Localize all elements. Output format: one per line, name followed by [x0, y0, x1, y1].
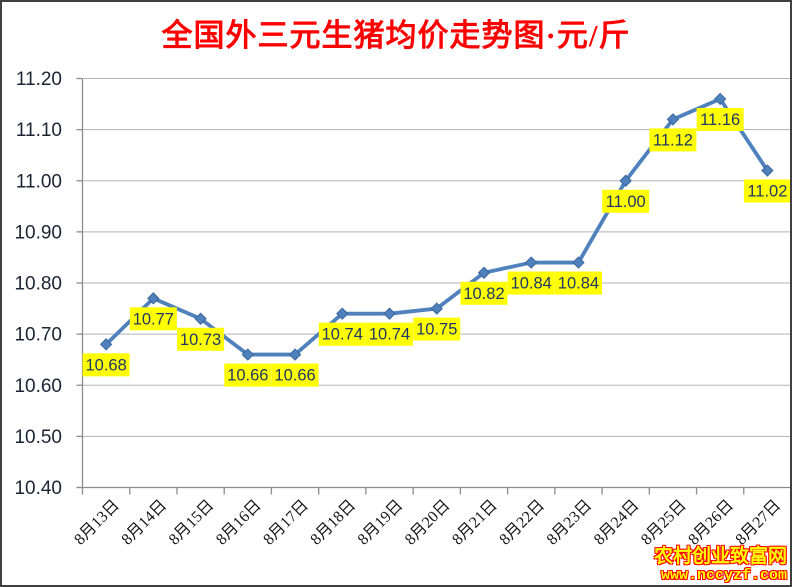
data-point-marker	[619, 174, 632, 187]
data-point-marker	[572, 256, 585, 269]
data-label: 10.75	[416, 321, 457, 339]
data-point-marker	[336, 307, 349, 320]
x-axis-label: 8月27日	[733, 497, 785, 549]
data-point-marker	[241, 348, 255, 361]
y-axis-label: 11.20	[16, 69, 62, 90]
chart-title: 全国外三元生猪均价走势图·元/斤	[161, 18, 631, 53]
data-label: 11.12	[653, 131, 693, 149]
data-label-box	[743, 179, 790, 203]
data-point-marker	[99, 338, 113, 351]
x-axis-label: 8月17日	[260, 497, 312, 549]
data-point-marker	[666, 113, 680, 126]
data-label: 10.66	[227, 367, 268, 385]
data-label: 10.74	[322, 326, 363, 344]
data-label: 10.73	[180, 331, 221, 349]
data-label-box	[271, 363, 319, 387]
data-label-box	[413, 317, 461, 341]
y-axis-label: 10.50	[14, 427, 62, 448]
data-label: 10.66	[274, 367, 315, 385]
data-label-box	[460, 281, 508, 305]
data-label-box	[507, 271, 555, 295]
y-axis-label: 10.80	[14, 274, 62, 295]
data-label: 10.68	[85, 356, 126, 374]
data-label: 10.82	[463, 285, 504, 303]
data-label-box	[177, 327, 225, 351]
x-axis-label: 8月26日	[685, 497, 737, 549]
y-axis-label: 10.40	[14, 478, 62, 499]
data-label: 11.02	[747, 183, 787, 201]
data-label: 11.00	[606, 193, 646, 211]
data-point-marker	[383, 307, 396, 320]
y-axis-label: 10.60	[14, 376, 62, 397]
data-point-marker	[713, 92, 727, 106]
x-axis-label: 8月25日	[638, 497, 690, 549]
data-label: 10.84	[511, 275, 552, 293]
data-label-box	[649, 128, 697, 152]
data-point-marker	[477, 266, 491, 279]
x-axis-label: 8月16日	[213, 497, 265, 549]
watermark: 农村创业致富网 www.nccyzf.com	[654, 547, 787, 583]
data-point-marker	[288, 348, 302, 361]
y-axis-label: 10.90	[14, 222, 62, 243]
data-point-marker	[525, 256, 538, 269]
data-point-marker	[147, 292, 160, 305]
data-label: 11.16	[700, 111, 740, 129]
data-label-box	[129, 307, 177, 331]
x-axis-label: 8月19日	[355, 497, 407, 549]
x-axis-label: 8月24日	[591, 497, 643, 549]
data-label-box	[318, 322, 366, 346]
data-point-marker	[194, 312, 207, 325]
x-axis-label: 8月13日	[71, 497, 123, 549]
data-label: 10.74	[369, 326, 410, 344]
data-label-box	[82, 353, 130, 377]
y-axis-label: 10.70	[14, 325, 62, 346]
y-axis-label: 11.10	[16, 120, 62, 141]
data-label-box	[554, 271, 602, 295]
data-label-box	[696, 107, 744, 131]
y-axis-label: 11.00	[16, 171, 62, 192]
x-axis-label: 8月23日	[544, 497, 596, 549]
data-label: 10.77	[133, 310, 174, 328]
data-label-box	[366, 322, 414, 346]
data-label-box	[602, 189, 650, 213]
x-axis-label: 8月22日	[496, 497, 548, 549]
data-point-marker	[430, 302, 443, 315]
x-axis-label: 8月20日	[402, 497, 454, 549]
data-label-box	[224, 363, 272, 387]
x-axis-label: 8月15日	[166, 497, 218, 549]
data-label: 10.84	[558, 275, 599, 293]
x-axis-label: 8月21日	[449, 497, 501, 549]
x-axis-label: 8月14日	[119, 497, 171, 549]
watermark-site-name: 农村创业致富网	[653, 546, 787, 567]
x-axis-label: 8月18日	[307, 497, 359, 549]
data-point-marker	[761, 164, 774, 177]
watermark-site-url: www.nccyzf.com	[660, 567, 787, 584]
